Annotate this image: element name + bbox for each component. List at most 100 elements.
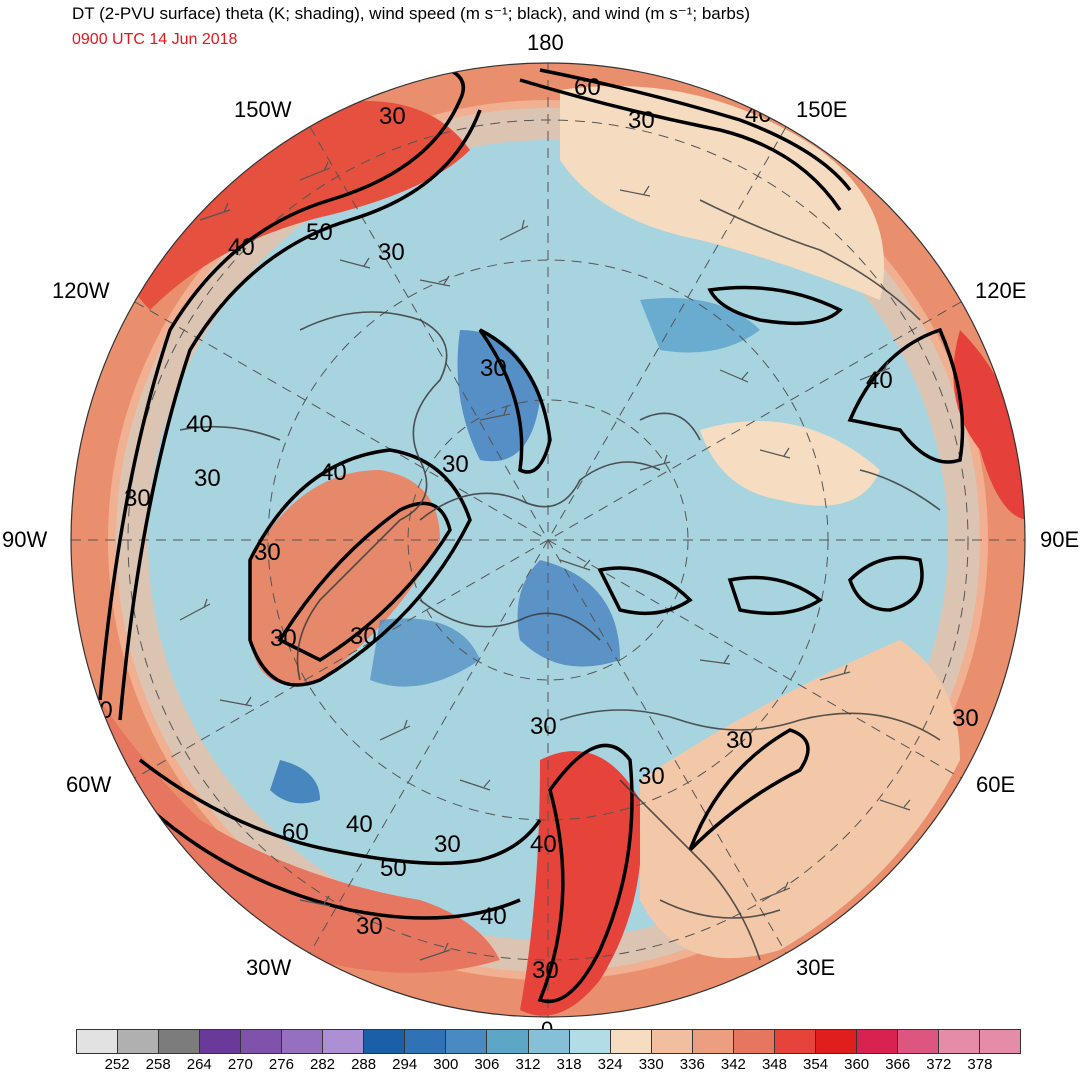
colorbar-swatch <box>610 1030 652 1053</box>
colorbar-tick-label: 348 <box>761 1056 787 1073</box>
colorbar-tick-label: 264 <box>186 1056 212 1073</box>
contour-label: 30 <box>434 831 461 858</box>
colorbar-swatch <box>405 1030 447 1053</box>
colorbar-swatch <box>323 1030 365 1053</box>
map-title: DT (2-PVU surface) theta (K; shading), w… <box>72 4 751 23</box>
wind-speed-contours <box>98 68 965 1004</box>
contour-label: 30 <box>124 485 151 512</box>
colorbar-tick-label: 378 <box>967 1056 993 1073</box>
theta-warm-atlantic <box>100 700 500 973</box>
contour-label: 30 <box>270 625 297 652</box>
colorbar-swatch <box>528 1030 570 1053</box>
contour-label: 40 <box>745 101 772 128</box>
contour-label: 40 <box>480 903 507 930</box>
theta-colorbar-labels: 252 258 264 270 276 282 288 294 300 306 312 318 324 3… <box>76 1056 1021 1076</box>
colorbar-swatch <box>200 1030 242 1053</box>
colorbar-swatch <box>569 1030 611 1053</box>
contour-label: 30 <box>952 705 979 732</box>
theta-warm-ridge-canada <box>250 470 440 685</box>
colorbar-swatch <box>77 1030 119 1053</box>
lon-label-60e: 60E <box>976 772 1016 797</box>
colorbar-tick-label: 318 <box>556 1056 582 1073</box>
contour-label: 30 <box>356 913 383 940</box>
contour-label: 40 <box>866 367 893 394</box>
contour-label: 30 <box>532 957 559 984</box>
theta-colorbar <box>76 1029 1021 1054</box>
lon-label-90w: 90W <box>2 527 48 552</box>
colorbar-swatch <box>487 1030 529 1053</box>
colorbar-tick-label: 300 <box>433 1056 459 1073</box>
colorbar-tick-label: 288 <box>351 1056 377 1073</box>
wind-barbs <box>179 161 911 961</box>
contour-label: 50 <box>306 219 333 246</box>
contour-label: 40 <box>530 831 557 858</box>
graticule <box>71 63 1025 1017</box>
theta-cold-core-siberia <box>640 298 760 353</box>
colorbar-tick-label: 294 <box>392 1056 418 1073</box>
contour-label: 40 <box>228 234 255 261</box>
colorbar-swatch <box>897 1030 939 1053</box>
lon-label-150e: 150E <box>796 97 848 122</box>
colorbar-tick-label: 354 <box>803 1056 829 1073</box>
contour-label: 40 <box>186 411 213 438</box>
theta-neutral-siberia <box>560 86 884 300</box>
theta-cold-core-pole <box>517 560 620 667</box>
contour-label: 30 <box>726 727 753 754</box>
contour-label: 30 <box>530 713 557 740</box>
colorbar-tick-label: 252 <box>104 1056 130 1073</box>
contour-label: 30 <box>480 355 507 382</box>
colorbar-swatch <box>651 1030 693 1053</box>
colorbar-tick-label: 312 <box>515 1056 541 1073</box>
colorbar-swatch <box>938 1030 981 1053</box>
theta-cold-core-labrador <box>270 760 320 804</box>
contour-label: 50 <box>380 855 407 882</box>
lon-label-150w: 150W <box>234 97 292 122</box>
colorbar-swatch <box>774 1030 816 1053</box>
colorbar-swatch <box>815 1030 857 1053</box>
contour-label: 60 <box>282 819 309 846</box>
map-boundary <box>70 62 1026 1018</box>
colorbar-tick-label: 372 <box>926 1056 952 1073</box>
contour-label: 30 <box>379 103 406 130</box>
lon-label-60w: 60W <box>66 772 112 797</box>
colorbar-swatch <box>282 1030 324 1053</box>
contour-label: 30 <box>378 239 405 266</box>
colorbar-tick-label: 336 <box>679 1056 705 1073</box>
colorbar-tick-label: 366 <box>885 1056 911 1073</box>
contour-label: 40 <box>346 811 373 838</box>
lon-label-180: 180 <box>527 30 564 55</box>
contour-label: 30 <box>350 623 377 650</box>
colorbar-tick-label: 306 <box>474 1056 500 1073</box>
colorbar-swatch <box>856 1030 898 1053</box>
contour-label: 30 <box>194 465 221 492</box>
lon-label-120e: 120E <box>975 278 1027 303</box>
lon-label-30e: 30E <box>796 955 836 980</box>
lon-label-120w: 120W <box>52 278 110 303</box>
theta-hot-asia <box>953 330 1025 520</box>
colorbar-tick-label: 330 <box>638 1056 664 1073</box>
contour-label: 40 <box>320 459 347 486</box>
theta-neutral-arctic <box>700 421 880 506</box>
colorbar-swatch <box>118 1030 160 1053</box>
colorbar-swatch <box>241 1030 283 1053</box>
colorbar-tick-label: 360 <box>844 1056 870 1073</box>
contour-label: 30 <box>628 107 655 134</box>
lon-label-30w: 30W <box>246 955 292 980</box>
contour-label: 30 <box>442 451 469 478</box>
valid-time-label: 0900 UTC 14 Jun 2018 <box>72 31 238 48</box>
theta-cold-core-greenland <box>370 618 480 687</box>
contour-label: 30 <box>638 763 665 790</box>
colorbar-tick-label: 258 <box>145 1056 171 1073</box>
colorbar-tick-label: 342 <box>720 1056 746 1073</box>
colorbar-swatch <box>364 1030 406 1053</box>
colorbar-swatch <box>733 1030 775 1053</box>
colorbar-tick-label: 324 <box>597 1056 623 1073</box>
contour-label: 30 <box>254 539 281 566</box>
coastlines <box>179 199 941 961</box>
theta-neutral-europe <box>640 640 960 959</box>
colorbar-tick-label: 282 <box>310 1056 336 1073</box>
contour-labels: 60 30 40 30 40 50 30 40 30 30 40 30 30 3… <box>86 74 979 984</box>
colorbar-swatch <box>980 1030 1021 1053</box>
colorbar-tick-label: 270 <box>227 1056 253 1073</box>
